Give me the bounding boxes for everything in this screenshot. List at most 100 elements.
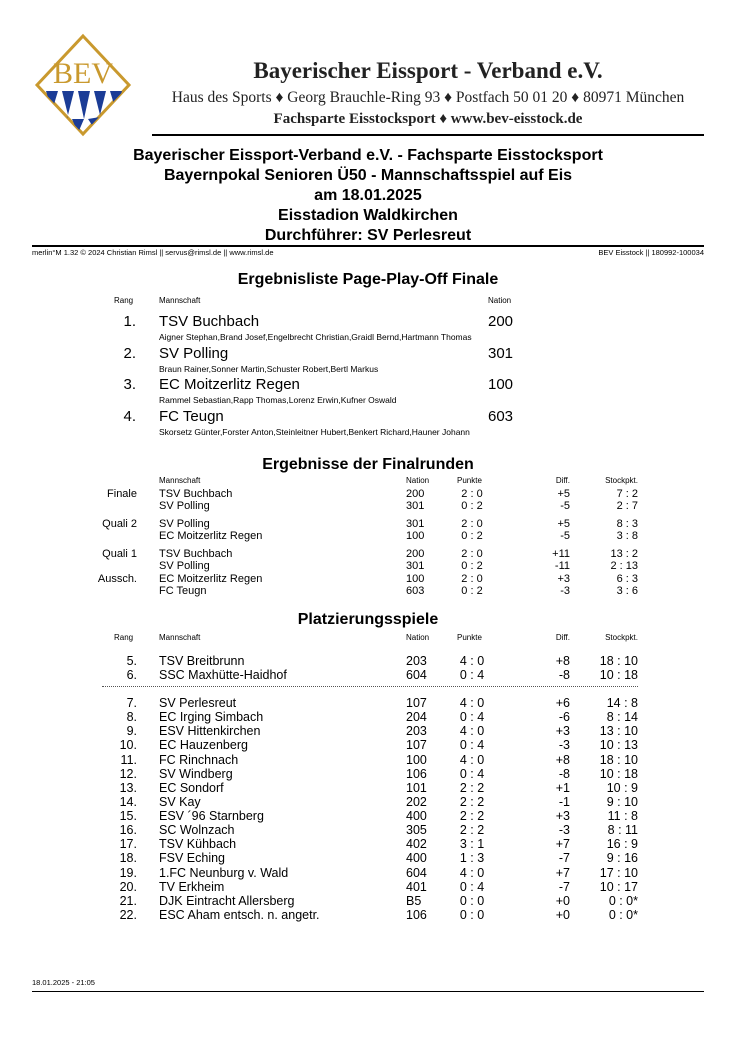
difference: -3 xyxy=(558,738,570,753)
points: 0 : 0 xyxy=(459,907,485,922)
rank: 14. xyxy=(119,794,137,809)
nation-code: 603 xyxy=(406,585,425,597)
rank: 18. xyxy=(119,851,137,866)
stock-points: 9 : 16 xyxy=(606,851,638,866)
footer-divider xyxy=(32,991,704,992)
team-name: TV Erkheim xyxy=(159,879,225,894)
nation-code: 301 xyxy=(406,500,425,512)
team-name: DJK Eintracht Allersberg xyxy=(159,893,295,908)
nation-code: 301 xyxy=(488,344,514,362)
stock-points: 8 : 3 xyxy=(616,518,638,530)
stock-points: 2 : 7 xyxy=(616,500,638,512)
player-list: Skorsetz Günter,Forster Anton,Steinleitn… xyxy=(159,427,470,438)
org-name: Bayerischer Eissport - Verband e.V. xyxy=(253,58,603,83)
team-name: SC Wolnzach xyxy=(159,823,235,838)
nation-code: 301 xyxy=(406,518,425,530)
stock-points: 6 : 3 xyxy=(616,573,638,585)
nation-code: 100 xyxy=(406,573,425,585)
team-name: FSV Eching xyxy=(159,851,226,866)
team-name: ESV Hittenkirchen xyxy=(159,724,261,739)
player-list: Aigner Stephan,Brand Josef,Engelbrecht C… xyxy=(159,332,472,342)
title-venue: Eisstadion Waldkirchen xyxy=(278,207,458,224)
ranking-heading: Ergebnisliste Page-Play-Off Finale xyxy=(237,271,499,288)
points: 3 : 1 xyxy=(459,837,485,852)
stock-points: 16 : 9 xyxy=(606,837,638,852)
title-line1: Bayerischer Eissport-Verband e.V. - Fach… xyxy=(133,147,603,164)
logo-text: BEV xyxy=(53,57,113,90)
difference: +8 xyxy=(555,752,570,767)
stock-points: 14 : 8 xyxy=(606,696,638,710)
nation-code: 100 xyxy=(488,376,514,394)
points: 0 : 4 xyxy=(459,879,485,894)
team-name: SV Polling xyxy=(159,344,229,362)
points: 0 : 4 xyxy=(459,766,485,781)
difference: -8 xyxy=(558,766,570,781)
points: 2 : 0 xyxy=(461,573,483,585)
difference: -8 xyxy=(558,668,570,682)
team-name: TSV Buchbach xyxy=(159,313,260,330)
stock-points: 10 : 18 xyxy=(599,668,638,682)
team-name: EC Moitzerlitz Regen xyxy=(159,573,263,585)
stock-points: 17 : 10 xyxy=(599,865,638,880)
nation-code: 203 xyxy=(406,654,427,668)
col-header-nation: Nation xyxy=(406,476,430,485)
team-name: ESC Aham entsch. n. angetr. xyxy=(159,907,320,922)
team-name: SV Windberg xyxy=(159,766,233,781)
stock-points: 3 : 6 xyxy=(616,585,638,597)
difference: +3 xyxy=(557,573,570,585)
nation-code: 107 xyxy=(406,696,427,710)
difference: -7 xyxy=(558,879,570,894)
difference: +7 xyxy=(555,865,570,880)
nation-code: 200 xyxy=(406,548,425,560)
nation-code: 107 xyxy=(406,738,427,753)
team-name: EC Moitzerlitz Regen xyxy=(159,530,263,542)
col-header-team: Mannschaft xyxy=(159,476,201,485)
points: 2 : 0 xyxy=(461,518,483,530)
org-address: Haus des Sports ♦ Georg Brauchle-Ring 93… xyxy=(171,89,685,106)
stock-points: 8 : 11 xyxy=(607,823,638,838)
difference: +7 xyxy=(555,837,570,852)
team-name: SV Kay xyxy=(159,794,201,809)
rank: 17. xyxy=(119,837,137,852)
title-line2: Bayernpokal Senioren Ü50 - Mannschaftssp… xyxy=(163,167,573,184)
rank: 6. xyxy=(126,668,137,682)
difference: -3 xyxy=(558,823,570,838)
col-header-nation: Nation xyxy=(488,296,512,305)
points: 2 : 0 xyxy=(461,488,483,500)
nation-code: 101 xyxy=(406,780,427,795)
title-organizer: Durchführer: SV Perlesreut xyxy=(264,227,472,244)
col-header-diff: Diff. xyxy=(555,633,570,642)
points: 2 : 2 xyxy=(459,794,485,809)
stock-points: 8 : 14 xyxy=(606,710,638,725)
nation-code: 603 xyxy=(488,408,514,426)
team-name: FC Teugn xyxy=(159,408,224,426)
stock-points: 18 : 10 xyxy=(599,752,638,767)
rank: 10. xyxy=(119,738,137,753)
stock-points: 10 : 18 xyxy=(599,766,638,781)
rank: 13. xyxy=(119,780,137,795)
points: 4 : 0 xyxy=(459,865,485,880)
separator xyxy=(102,686,638,687)
nation-code: B5 xyxy=(406,893,422,908)
rank: 7. xyxy=(126,696,137,710)
nation-code: 400 xyxy=(406,809,427,824)
software-info: merlin°M 1.32 © 2024 Christian Rimsl || … xyxy=(32,248,274,257)
nation-code: 305 xyxy=(406,823,427,838)
player-list: Braun Rainer,Sonner Martin,Schuster Robe… xyxy=(159,363,379,374)
org-division: Fachsparte Eisstocksport ♦ www.bev-eisst… xyxy=(273,111,583,127)
rank: 1. xyxy=(123,313,136,330)
nation-code: 301 xyxy=(406,560,425,572)
points: 0 : 4 xyxy=(459,738,485,753)
col-header-rang: Rang xyxy=(114,633,134,642)
team-name: EC Moitzerlitz Regen xyxy=(159,376,300,394)
difference: -3 xyxy=(560,585,570,597)
points: 2 : 2 xyxy=(459,823,485,838)
col-header-punkte: Punkte xyxy=(457,476,482,485)
difference: -11 xyxy=(554,560,570,572)
team-name: FC Rinchnach xyxy=(159,752,239,767)
rank: 3. xyxy=(123,376,136,394)
col-header-nation: Nation xyxy=(406,633,430,642)
points: 0 : 2 xyxy=(461,530,483,542)
nation-code: 604 xyxy=(406,865,427,880)
stock-points: 7 : 2 xyxy=(616,488,638,500)
